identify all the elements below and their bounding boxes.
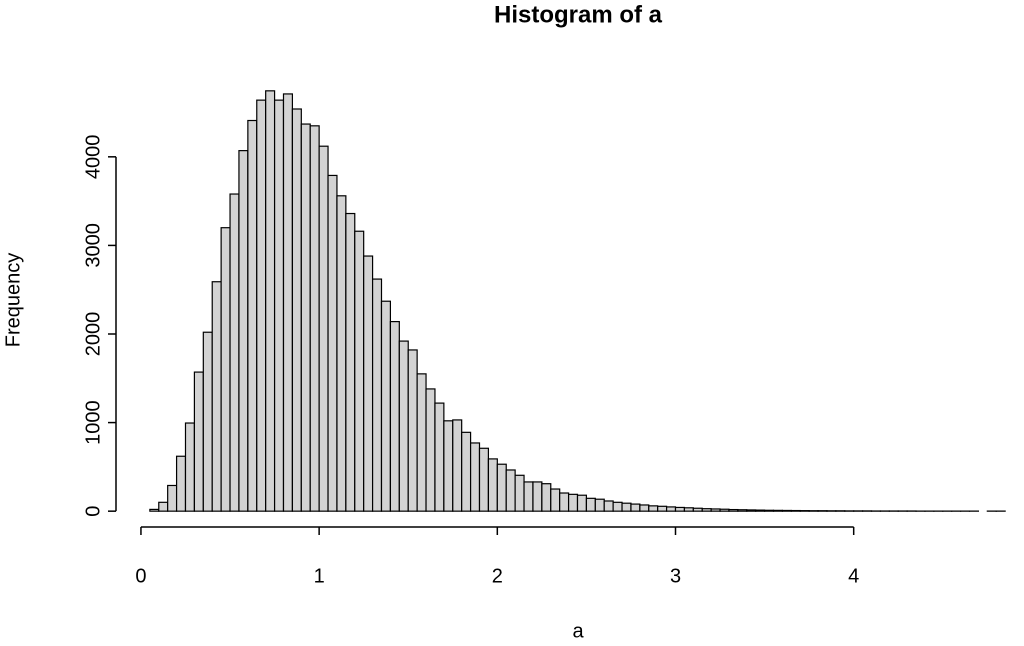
- bar: [309, 125, 320, 512]
- bar: [425, 388, 436, 512]
- bar: [407, 349, 418, 512]
- y-tick-label: 1000: [82, 400, 104, 445]
- bar: [398, 340, 409, 512]
- bar: [380, 300, 392, 512]
- bar: [701, 508, 712, 512]
- bar: [657, 505, 668, 512]
- y-tick-label: 4000: [82, 135, 104, 180]
- bar: [505, 469, 516, 512]
- bar: [371, 278, 383, 512]
- x-tick-label: 3: [670, 565, 681, 587]
- bar: [202, 331, 213, 512]
- bar: [683, 507, 694, 512]
- bar: [158, 501, 169, 512]
- bar: [229, 193, 240, 512]
- bar: [639, 504, 650, 512]
- bar: [256, 99, 267, 512]
- bar: [327, 174, 338, 512]
- bar: [719, 508, 730, 512]
- bar: [710, 508, 721, 512]
- bar: [345, 212, 356, 512]
- bar: [434, 402, 445, 512]
- x-tick-label: 0: [135, 565, 146, 587]
- x-tick-label: 2: [492, 565, 503, 587]
- bar: [220, 227, 231, 512]
- bar: [175, 455, 187, 512]
- bar: [781, 509, 792, 512]
- bar: [630, 503, 641, 512]
- bar: [603, 500, 614, 512]
- bar: [737, 509, 748, 512]
- bar: [238, 150, 249, 512]
- bar: [665, 506, 677, 512]
- bar: [184, 422, 196, 512]
- bar: [790, 509, 801, 512]
- bar: [452, 419, 463, 512]
- bar: [799, 510, 810, 512]
- x-tick-label: 4: [848, 565, 859, 587]
- x-tick-label: 1: [314, 565, 325, 587]
- bar: [728, 508, 739, 512]
- bar: [469, 442, 481, 512]
- bar: [755, 509, 766, 512]
- bar: [567, 493, 579, 512]
- bar: [318, 145, 329, 512]
- bar: [149, 508, 160, 512]
- bar: [363, 255, 374, 512]
- bar: [648, 505, 659, 512]
- bar: [746, 509, 757, 512]
- y-tick-label: 2000: [82, 312, 104, 357]
- bar: [674, 506, 686, 512]
- bar: [532, 481, 543, 512]
- bar: [487, 458, 498, 512]
- bar: [621, 502, 632, 512]
- bar: [193, 371, 204, 512]
- bar: [211, 281, 222, 512]
- bar: [523, 481, 534, 512]
- bar: [478, 447, 490, 512]
- bar: [300, 123, 311, 512]
- bar: [354, 230, 365, 512]
- y-axis-label: Frequency: [2, 253, 24, 348]
- bar: [265, 90, 276, 512]
- bar: [612, 501, 623, 512]
- bar: [692, 507, 703, 512]
- bar: [576, 494, 588, 512]
- bar: [389, 320, 400, 512]
- bar: [247, 119, 258, 512]
- bar: [416, 373, 427, 512]
- chart-title: Histogram of a: [494, 1, 663, 28]
- y-tick-label: 0: [82, 506, 104, 517]
- x-axis-label: a: [572, 620, 584, 642]
- bar: [594, 498, 605, 512]
- bar: [772, 509, 784, 512]
- bar: [585, 497, 596, 512]
- bar: [443, 420, 454, 512]
- bar: [461, 431, 472, 512]
- bar: [496, 463, 507, 512]
- bar: [167, 484, 178, 512]
- bar: [514, 474, 525, 512]
- bar: [541, 483, 552, 512]
- bar: [763, 509, 775, 512]
- bar: [282, 93, 294, 512]
- bar: [550, 488, 561, 512]
- bar: [336, 195, 347, 512]
- bar: [291, 108, 302, 512]
- bar: [559, 492, 570, 512]
- y-tick-label: 3000: [82, 223, 104, 268]
- bar: [273, 99, 285, 512]
